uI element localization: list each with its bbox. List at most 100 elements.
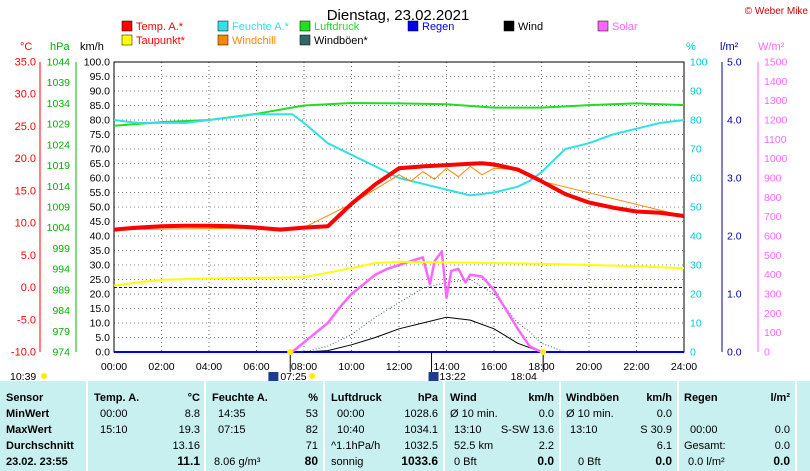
legend: Temp. A.* Feuchte A.* Luftdruck Regen Wind So…	[121, 20, 638, 47]
hpa-tick-label: 1039	[47, 77, 71, 89]
celsius-axis-label: °C	[20, 41, 32, 53]
celsius-tick-label: 20.0	[15, 153, 36, 165]
kmh-tick-label: 5.0	[95, 332, 110, 344]
wm2-tick-label: 700	[764, 211, 782, 223]
time-tick-label: 02:00	[148, 361, 174, 373]
lm2-tick-label: 3.0	[727, 173, 742, 185]
kmh-tick-label: 90.0	[90, 86, 111, 98]
time-tick-label: 10:00	[338, 361, 364, 373]
max-temp-time: 15:10	[100, 424, 128, 436]
wm2-axis-label: W/m²	[758, 41, 785, 53]
pct-tick-label: 90	[690, 86, 702, 98]
hdr-wind: Wind	[450, 392, 477, 404]
max-regen-val: 0.0	[774, 424, 790, 436]
hpa-tick-label: 1004	[47, 222, 71, 234]
hpa-tick-label: 1019	[47, 160, 71, 172]
celsius-tick-label: 15.0	[15, 185, 36, 197]
hpa-tick-label: 1024	[47, 139, 71, 151]
celsius-tick-label: 5.0	[21, 250, 36, 262]
cur-regen-a: 0.0 l/m²	[688, 456, 725, 468]
cur-feuchte-abs: 8.06 g/m³	[214, 456, 261, 468]
kmh-tick-label: 35.0	[90, 245, 111, 257]
wm2-tick-label: 900	[764, 173, 782, 185]
min-wind-val: 0.0	[538, 408, 554, 420]
time-tick-label: 12:00	[386, 361, 412, 373]
sunrise-axis-dot	[287, 349, 294, 355]
chart-grid	[113, 61, 685, 353]
hdr-druck: Luftdruck	[331, 392, 382, 404]
max-boeen-a: 13:10	[570, 424, 598, 436]
wm2-tick-label: 800	[764, 192, 782, 204]
time-tick-label: 14:00	[433, 361, 459, 373]
time-markers: 10:39 07:25 13:22 18:04	[10, 349, 547, 381]
legend-label: Windchill	[232, 35, 276, 47]
legend-label: Temp. A.*	[136, 21, 184, 33]
celsius-tick-label: 30.0	[15, 89, 36, 101]
min-feuchte-val: 53	[305, 408, 318, 420]
legend-swatch	[121, 20, 133, 32]
cur-wind-bft: 0 Bft	[454, 456, 477, 468]
time-tick-label: 18:00	[528, 361, 554, 373]
hpa-tick-label: 1029	[47, 119, 71, 131]
celsius-tick-label: -5.0	[17, 314, 36, 326]
avg-regen-a: Gesamt:	[684, 440, 726, 452]
kmh-tick-label: 65.0	[90, 158, 111, 170]
kmh-axis-label: km/h	[80, 41, 104, 53]
min-feuchte-time: 14:35	[218, 408, 246, 420]
cur-temp-val: 11.1	[177, 454, 200, 468]
hpa-tick-label: 1044	[47, 57, 71, 69]
sunset-time: 18:04	[511, 371, 537, 381]
min-druck-time: 00:00	[337, 408, 365, 420]
kmh-tick-label: 60.0	[90, 173, 111, 185]
wm2-tick-label: 0	[764, 347, 770, 359]
hdr-wind-unit: km/h	[528, 392, 554, 404]
kmh-tick-label: 80.0	[90, 115, 111, 127]
weather-chart: Dienstag, 23.02.2021 © Weber Mike Temp. …	[10, 6, 809, 381]
avg-boeen-val: 6.1	[656, 440, 672, 452]
sun-dot	[41, 373, 47, 379]
max-temp-val: 19.3	[178, 424, 200, 436]
legend-label: Solar	[612, 21, 638, 33]
pct-tick-label: 20	[690, 289, 702, 301]
legend-label: Windböen*	[314, 35, 369, 47]
hpa-axis-label: hPa	[50, 41, 70, 53]
hdr-feuchte: Feuchte A.	[212, 392, 268, 404]
credit-text[interactable]: © Weber Mike	[745, 6, 809, 17]
cur-boeen-val: 0.0	[655, 454, 672, 468]
avg-druck-val: 1032.5	[404, 440, 438, 452]
sunrise-time: 07:25	[280, 371, 306, 381]
celsius-tick-label: 25.0	[15, 121, 36, 133]
hdr-boeen-unit: km/h	[646, 392, 672, 404]
min-temp-time: 00:00	[100, 408, 128, 420]
row-max-label: MaxWert	[6, 424, 52, 436]
avg-feuchte-val: 71	[305, 440, 318, 452]
min-wind-a: Ø 10 min.	[450, 408, 498, 420]
wm2-tick-label: 1300	[764, 95, 788, 107]
lm2-axis-label: l/m²	[720, 41, 739, 53]
legend-label: Luftdruck	[314, 21, 360, 33]
cur-regen-val: 0.0	[773, 454, 790, 468]
lm2-tick-label: 2.0	[727, 231, 742, 243]
legend-label: Regen	[422, 21, 454, 33]
legend-swatch	[407, 20, 419, 32]
max-boeen-val: S 30.9	[640, 424, 672, 436]
series-line-windb-en-	[303, 279, 566, 353]
wm2-tick-label: 1100	[764, 134, 787, 146]
pct-axis-label: %	[686, 41, 696, 53]
row-current-label: 23.02. 23:55	[6, 456, 68, 468]
wm2-tick-label: 100	[764, 327, 782, 339]
legend-swatch	[217, 34, 229, 46]
wm2-tick-label: 1200	[764, 115, 788, 127]
celsius-tick-label: 35.0	[15, 57, 36, 69]
time-tick-label: 08:00	[291, 361, 317, 373]
kmh-tick-label: 95.0	[90, 71, 111, 83]
time-tick-label: 00:00	[101, 361, 127, 373]
legend-swatch	[299, 20, 311, 32]
chart-series	[113, 102, 685, 354]
cur-boeen-bft: 0 Bft	[578, 456, 601, 468]
time-tick-label: 24:00	[671, 361, 697, 373]
kmh-tick-label: 45.0	[90, 216, 111, 228]
series-line-solar	[291, 250, 543, 354]
pct-tick-label: 30	[690, 260, 702, 272]
series-line-taupunkt-	[113, 260, 685, 287]
